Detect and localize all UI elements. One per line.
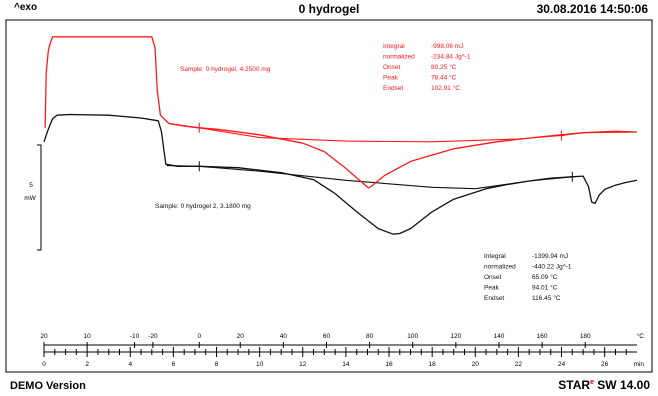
temperature-unit: °C: [637, 332, 645, 340]
time-tick-label: 24: [558, 361, 566, 368]
sample-label-red: Sample: 0 hydrogel, 4.2500 mg: [180, 66, 271, 73]
annotation-key-black: normalized: [484, 264, 516, 271]
annotations: Sample: 0 hydrogel, 4.2500 mg Integral -99…: [155, 43, 572, 302]
brand-name: STAR: [558, 378, 591, 392]
demo-version-label: DEMO Version: [10, 380, 86, 392]
time-unit: min: [634, 361, 645, 368]
annotation-key-red: Onset: [383, 64, 401, 71]
temperature-tick-label: -20: [148, 333, 158, 340]
time-tick-label: 12: [299, 361, 307, 368]
temperature-tick-label: 20: [237, 333, 245, 340]
baseline-black: [166, 165, 573, 190]
annotation-key-black: Integral: [484, 253, 506, 260]
annotation-value-black: 65.09 °C: [532, 273, 558, 281]
temperature-tick-label: 60: [323, 333, 331, 340]
sample-label-black: Sample: 0 hydrogel 2, 3.1800 mg: [155, 203, 251, 210]
baselines: [166, 123, 638, 190]
curve-black: [43, 113, 638, 235]
temperature-tick-label: 20: [40, 333, 48, 340]
scale-bar-line: [37, 144, 42, 251]
annotation-value-black: 94.01 °C: [532, 284, 558, 292]
time-tick-label: 16: [385, 361, 393, 368]
scale-bar-unit: mW: [24, 195, 36, 202]
annotation-value-black: 116.45 °C: [532, 294, 561, 302]
annotation-key-red: Endset: [383, 85, 403, 92]
software-brand: STARe SW 14.00: [558, 378, 650, 392]
time-tick-label: 8: [215, 361, 219, 368]
temperature-tick-label: 80: [366, 333, 374, 340]
limit-marker-red-1: [558, 130, 565, 141]
time-tick-label: 10: [256, 361, 264, 368]
time-tick-label: 4: [128, 361, 132, 368]
annotation-value-red: 102.91 °C: [431, 84, 460, 92]
temperature-tick-label: -10: [130, 333, 140, 340]
chart-title: 0 hydrogel: [298, 2, 360, 16]
curves: [43, 36, 638, 235]
annotation-key-black: Endset: [484, 295, 504, 302]
curve-red: [44, 36, 638, 189]
markers: [196, 122, 576, 182]
time-tick-label: 2: [85, 361, 89, 368]
scale-bar-value: 5: [29, 182, 33, 189]
annotation-key-red: normalized: [383, 54, 415, 61]
annotation-value-red: -998.06 mJ: [431, 43, 464, 50]
annotation-key-black: Onset: [484, 274, 502, 281]
scale-bar: 5 mW: [24, 144, 42, 251]
time-tick-label: 0: [42, 361, 46, 368]
annotation-value-red: -234.84 Jg^-1: [431, 54, 471, 61]
temperature-tick-label: 0: [197, 333, 201, 340]
annotation-value-red: 78.44 °C: [431, 74, 457, 82]
time-axis: 0 2 4 6 8 10 12 14 16 18 20 22 24 26 min: [42, 347, 644, 368]
limit-marker-black-1: [569, 171, 576, 182]
annotation-key-red: Integral: [383, 43, 405, 50]
temperature-tick-label: 180: [580, 333, 591, 340]
temperature-tick-label: 120: [450, 333, 461, 340]
limit-marker-black-0: [196, 161, 203, 172]
temperature-tick-label: 160: [537, 333, 548, 340]
annotation-value-red: 80.25 °C: [431, 63, 457, 71]
time-tick-label: 26: [601, 361, 609, 368]
timestamp: 30.08.2016 14:50:06: [536, 2, 648, 16]
brand-version: SW 14.00: [593, 378, 650, 392]
plot-frame: [5, 19, 653, 373]
annotation-key-black: Peak: [484, 285, 500, 292]
exo-direction-label: ^exo: [14, 2, 38, 13]
temperature-tick-label: 10: [84, 333, 92, 340]
annotation-key-red: Peak: [383, 75, 399, 82]
annotation-value-black: -440.22 Jg^-1: [532, 264, 572, 271]
time-tick-label: 20: [472, 361, 480, 368]
annotation-value-black: -1399.94 mJ: [532, 253, 568, 260]
temperature-tick-label: 40: [280, 333, 288, 340]
temperature-tick-label: 100: [407, 333, 418, 340]
temperature-tick-label: 140: [494, 333, 505, 340]
time-tick-label: 6: [172, 361, 176, 368]
time-tick-label: 18: [429, 361, 437, 368]
brand-mark: e: [590, 379, 594, 386]
time-tick-label: 14: [342, 361, 350, 368]
temperature-axis: 20 10 -10 -20 0 20 40 60 80 100 120 140 160 180 °C: [40, 332, 644, 348]
limit-marker-red-0: [196, 122, 203, 133]
time-tick-label: 22: [515, 361, 523, 368]
